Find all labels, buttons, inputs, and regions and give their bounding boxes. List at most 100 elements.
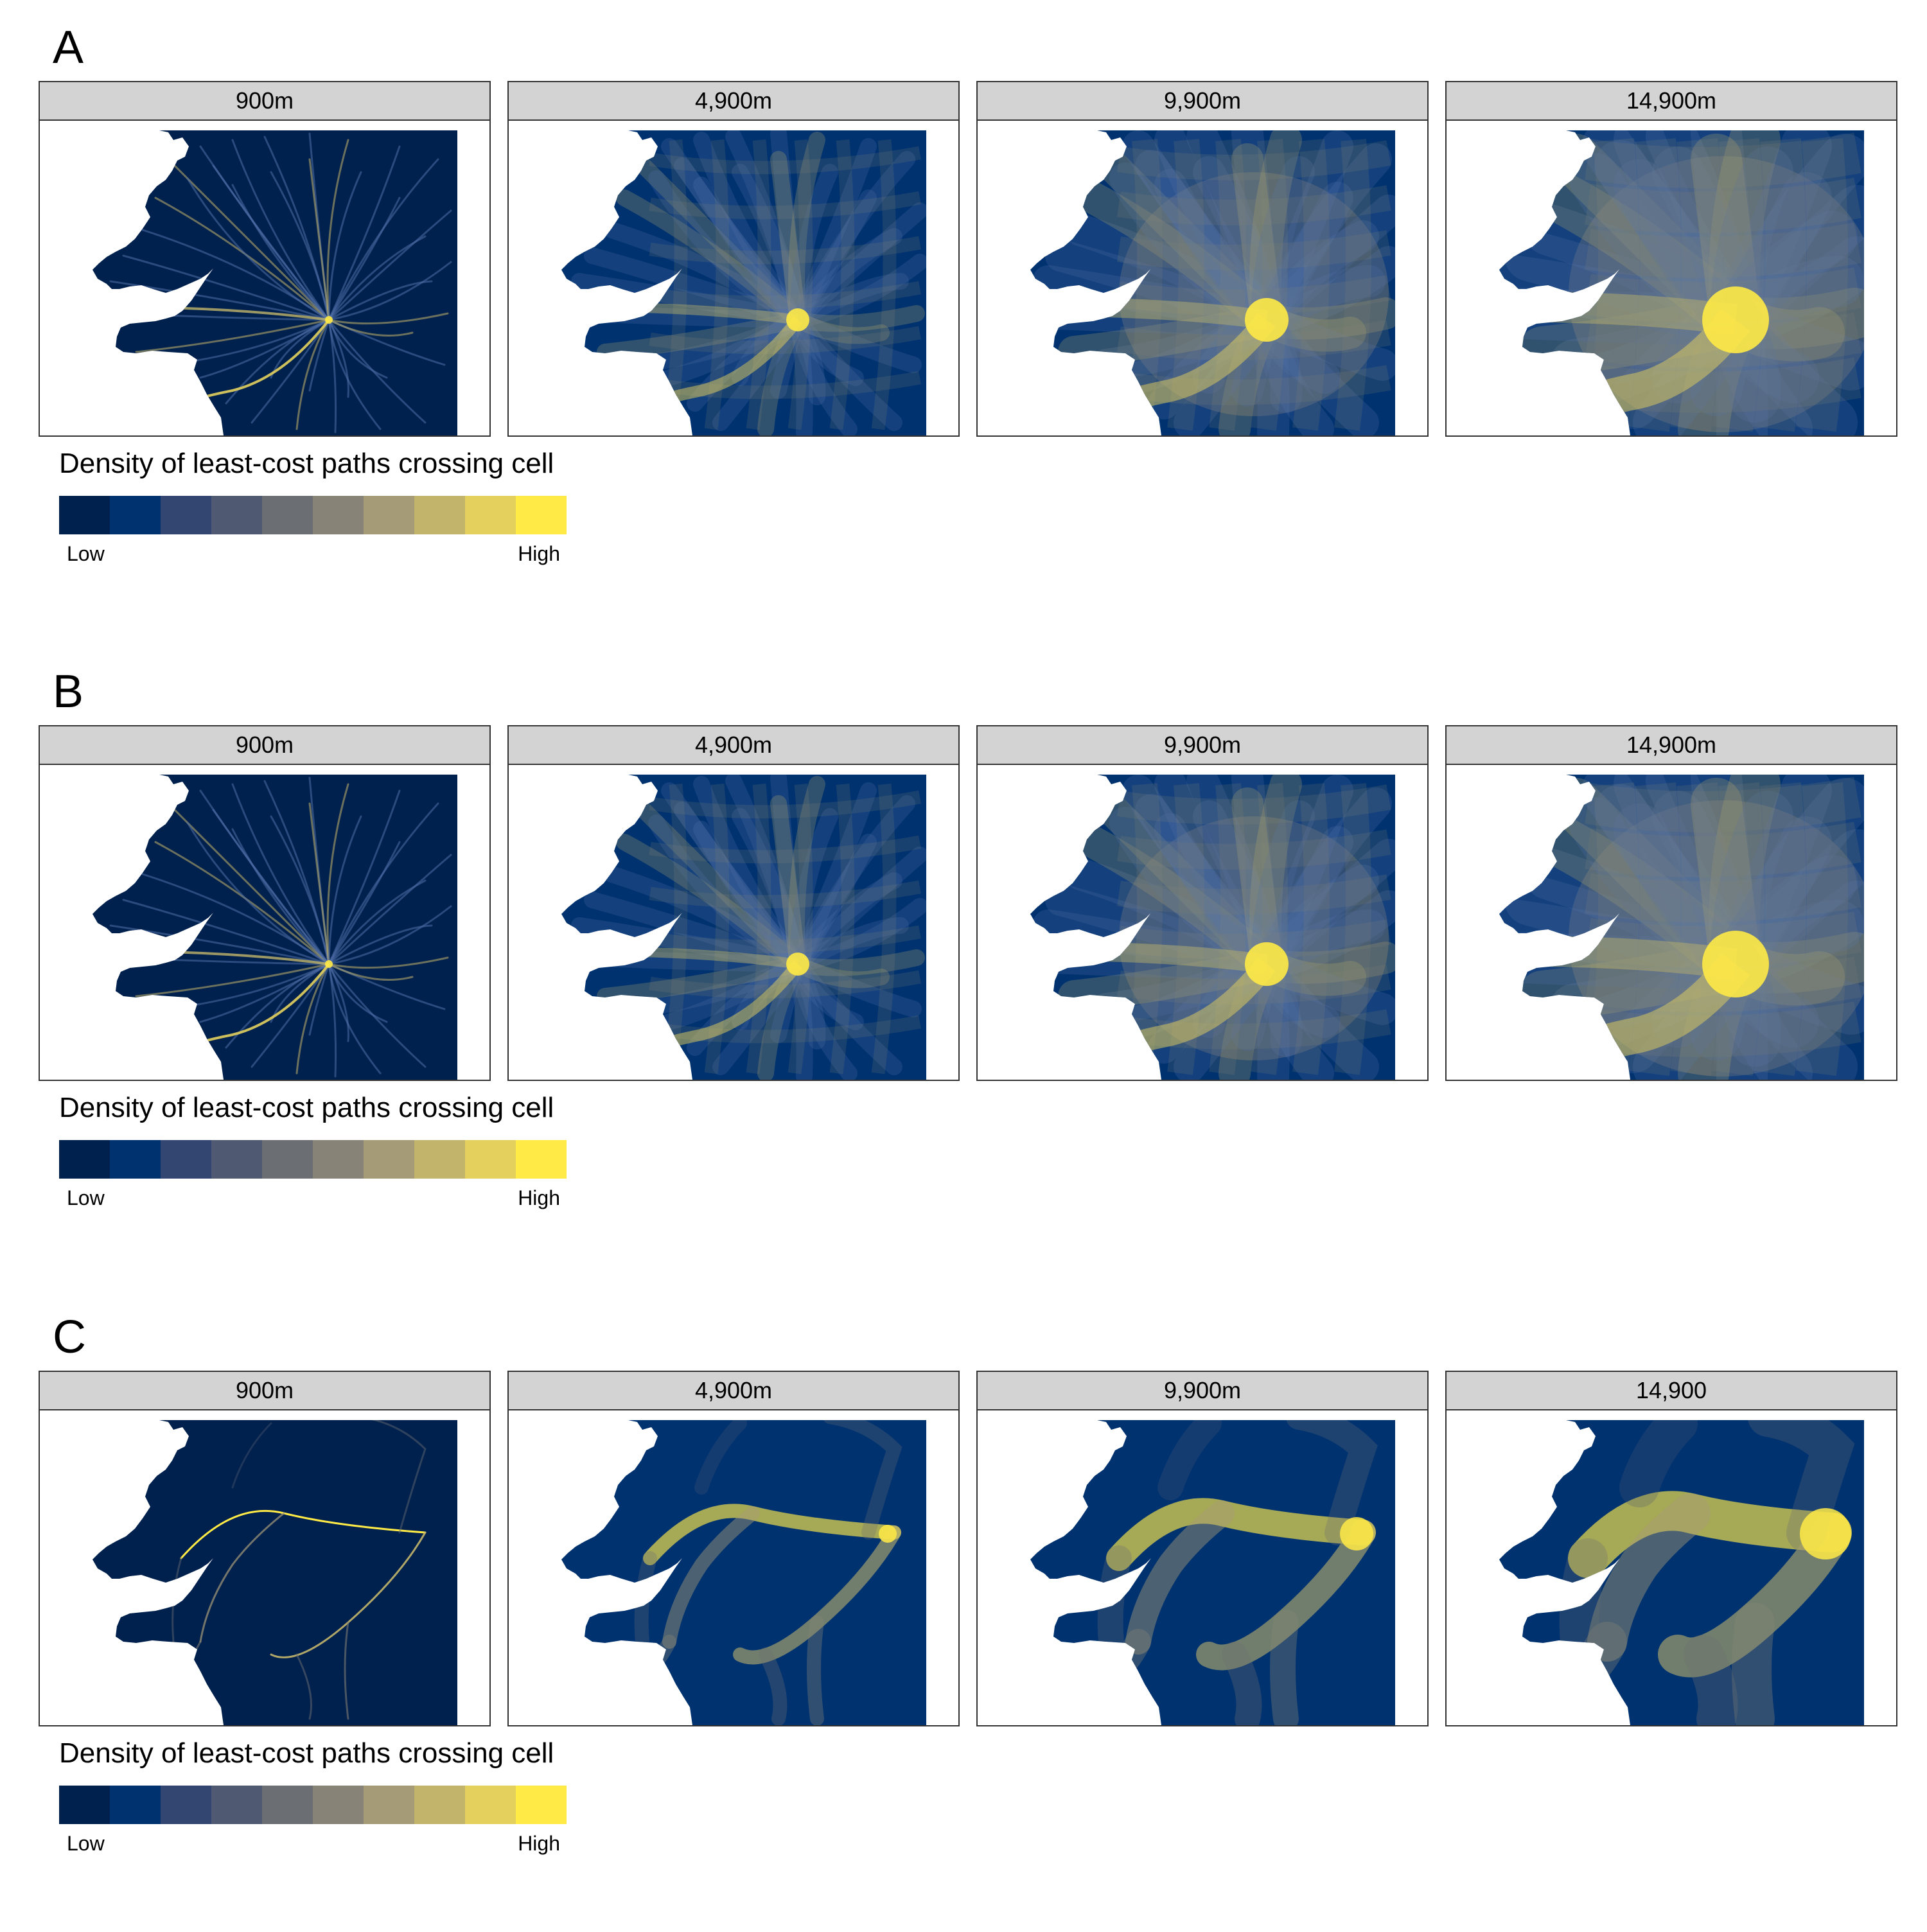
- legend-title: Density of least-cost paths crossing cel…: [59, 448, 554, 479]
- least-cost-path: [1658, 1513, 1852, 1678]
- least-cost-path: [1097, 1545, 1132, 1667]
- least-cost-path: [1064, 214, 1283, 336]
- density-hotspot: [1245, 298, 1289, 342]
- least-cost-path: [649, 236, 921, 265]
- least-cost-path: [328, 171, 362, 321]
- least-cost-path: [328, 261, 452, 321]
- least-cost-path: [629, 795, 806, 972]
- legend-swatch-2: [110, 496, 161, 534]
- least-cost-path: [789, 782, 877, 972]
- density-hotspot: [1340, 1517, 1373, 1550]
- least-cost-path: [1222, 1642, 1262, 1725]
- least-cost-path: [634, 1551, 657, 1662]
- least-cost-path: [212, 164, 330, 321]
- least-cost-path: [732, 808, 806, 972]
- least-cost-path: [1334, 139, 1371, 431]
- row-a: A 900m 4,900m 9,900m 14,900m Density of …: [0, 0, 1927, 642]
- least-cost-path: [1748, 1420, 1855, 1552]
- legend-swatch-8: [414, 496, 465, 534]
- least-cost-path: [648, 170, 806, 328]
- least-cost-path: [789, 228, 902, 328]
- least-cost-path: [1196, 1520, 1376, 1671]
- least-cost-path: [693, 132, 806, 328]
- least-cost-path: [1585, 777, 1861, 832]
- least-cost-path: [199, 963, 330, 1023]
- least-cost-path: [649, 281, 921, 310]
- least-cost-path: [1585, 866, 1861, 922]
- least-cost-path: [328, 197, 401, 321]
- least-cost-path: [829, 139, 855, 430]
- least-cost-path: [648, 814, 806, 972]
- least-cost-path: [1045, 240, 1283, 336]
- least-cost-path: [328, 963, 349, 1042]
- density-hotspot: [1245, 942, 1289, 986]
- legend-swatch-3: [161, 496, 211, 534]
- least-cost-path: [1585, 821, 1861, 877]
- least-cost-path: [308, 158, 330, 321]
- map-canvas: [509, 765, 958, 1080]
- row-label: B: [53, 666, 84, 717]
- least-cost-path: [1549, 778, 1761, 990]
- least-cost-path: [823, 1420, 902, 1540]
- least-cost-path: [154, 197, 330, 321]
- least-cost-path: [1077, 826, 1283, 980]
- least-cost-path: [746, 139, 771, 430]
- least-cost-path: [733, 1525, 901, 1665]
- least-cost-path: [328, 963, 414, 981]
- least-cost-path: [1077, 182, 1283, 336]
- least-cost-path: [1712, 782, 1764, 1076]
- panel-strip-label: 9,900m: [978, 726, 1427, 765]
- density-hotspot: [1702, 931, 1769, 997]
- least-cost-path: [789, 254, 926, 328]
- least-cost-path: [661, 782, 806, 972]
- legend-swatch-9: [465, 1786, 516, 1824]
- density-map: [978, 121, 1427, 435]
- legend-swatch-1: [59, 1140, 110, 1179]
- least-cost-path: [1090, 143, 1283, 336]
- legend-swatch-10: [516, 1140, 567, 1179]
- panel-row-a-9900m: 9,900m: [976, 81, 1429, 437]
- least-cost-path: [1549, 134, 1761, 346]
- panel-row-b-9900m: 9,900m: [976, 725, 1429, 1081]
- least-cost-path: [1251, 839, 1395, 980]
- least-cost-path: [649, 925, 921, 954]
- legend-swatch-5: [262, 1140, 313, 1179]
- row-b: B 900m 4,900m 9,900m 14,900m Density of …: [0, 644, 1927, 1287]
- least-cost-path: [231, 139, 330, 321]
- least-cost-path: [649, 880, 921, 909]
- panel-strip-label: 14,900m: [1447, 82, 1896, 121]
- least-cost-path: [1249, 130, 1302, 336]
- least-cost-path: [1231, 775, 1283, 980]
- legend-high-label: High: [518, 1832, 560, 1855]
- least-cost-path: [788, 784, 813, 1075]
- least-cost-path: [231, 1422, 272, 1489]
- panel-strip-label: 4,900m: [509, 82, 958, 121]
- map-canvas: [1447, 765, 1896, 1080]
- map-canvas: [40, 1410, 489, 1725]
- legend-high-label: High: [518, 542, 560, 565]
- legend-low-label: Low: [67, 1186, 105, 1209]
- least-cost-path: [674, 157, 806, 328]
- least-cost-path: [871, 139, 897, 430]
- density-hotspot: [786, 308, 809, 331]
- least-cost-path: [674, 802, 806, 972]
- least-cost-path: [328, 145, 401, 321]
- least-cost-path: [1251, 130, 1353, 336]
- least-cost-path: [788, 139, 813, 430]
- least-cost-path: [308, 963, 330, 1036]
- map-canvas: [40, 121, 489, 435]
- least-cost-path: [1270, 1610, 1299, 1725]
- least-cost-path: [1286, 1420, 1378, 1545]
- least-cost-path: [1587, 1493, 1711, 1662]
- panel-row-a-14900m: 14,900m: [1445, 81, 1897, 437]
- least-cost-path: [1209, 783, 1246, 1075]
- least-cost-path: [661, 956, 806, 1030]
- least-cost-path: [1209, 139, 1246, 431]
- least-cost-path: [693, 821, 806, 972]
- panel-row-c-9900m: 9,900m: [976, 1371, 1429, 1726]
- least-cost-path: [789, 834, 877, 972]
- least-cost-path: [643, 1504, 901, 1565]
- legend-swatch-6: [313, 1786, 364, 1824]
- least-cost-path: [328, 319, 414, 337]
- legend-low-label: Low: [67, 1832, 105, 1855]
